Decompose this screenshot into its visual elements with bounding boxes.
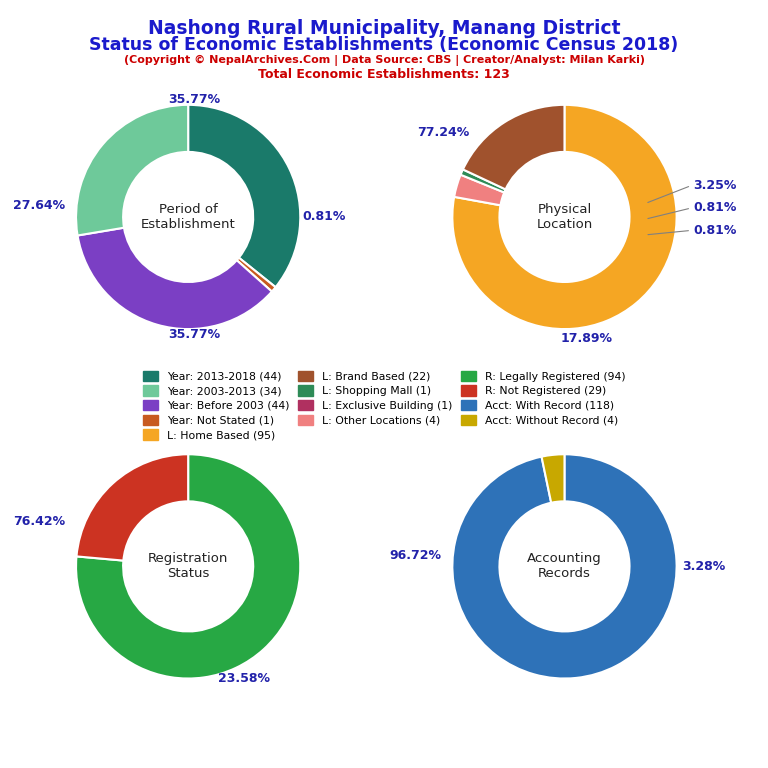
Wedge shape (76, 105, 188, 236)
Text: (Copyright © NepalArchives.Com | Data Source: CBS | Creator/Analyst: Milan Karki: (Copyright © NepalArchives.Com | Data So… (124, 55, 644, 65)
Text: 3.25%: 3.25% (694, 179, 737, 192)
Text: 3.28%: 3.28% (682, 560, 726, 573)
Wedge shape (237, 258, 276, 292)
Wedge shape (77, 455, 188, 561)
Legend: Year: 2013-2018 (44), Year: 2003-2013 (34), Year: Before 2003 (44), Year: Not St: Year: 2013-2018 (44), Year: 2003-2013 (3… (141, 369, 627, 442)
Wedge shape (454, 174, 505, 205)
Text: 35.77%: 35.77% (167, 93, 220, 106)
Text: Status of Economic Establishments (Economic Census 2018): Status of Economic Establishments (Econo… (89, 36, 679, 54)
Wedge shape (452, 455, 677, 678)
Wedge shape (78, 227, 272, 329)
Text: Registration
Status: Registration Status (148, 552, 228, 581)
Wedge shape (76, 455, 300, 678)
Text: 23.58%: 23.58% (218, 672, 270, 685)
Text: 0.81%: 0.81% (694, 224, 737, 237)
Text: Period of
Establishment: Period of Establishment (141, 203, 236, 231)
Wedge shape (461, 170, 505, 193)
Wedge shape (452, 105, 677, 329)
Text: 77.24%: 77.24% (417, 127, 469, 139)
Text: 27.64%: 27.64% (13, 199, 65, 212)
Text: 76.42%: 76.42% (13, 515, 65, 528)
Text: Total Economic Establishments: 123: Total Economic Establishments: 123 (258, 68, 510, 81)
Wedge shape (463, 104, 564, 190)
Text: 96.72%: 96.72% (389, 548, 441, 561)
Text: 35.77%: 35.77% (167, 328, 220, 341)
Text: 17.89%: 17.89% (561, 332, 613, 345)
Text: Physical
Location: Physical Location (536, 203, 593, 231)
Text: 0.81%: 0.81% (303, 210, 346, 223)
Text: 0.81%: 0.81% (694, 201, 737, 214)
Wedge shape (541, 454, 564, 503)
Text: Nashong Rural Municipality, Manang District: Nashong Rural Municipality, Manang Distr… (147, 19, 621, 38)
Text: Accounting
Records: Accounting Records (527, 552, 602, 581)
Wedge shape (188, 105, 300, 287)
